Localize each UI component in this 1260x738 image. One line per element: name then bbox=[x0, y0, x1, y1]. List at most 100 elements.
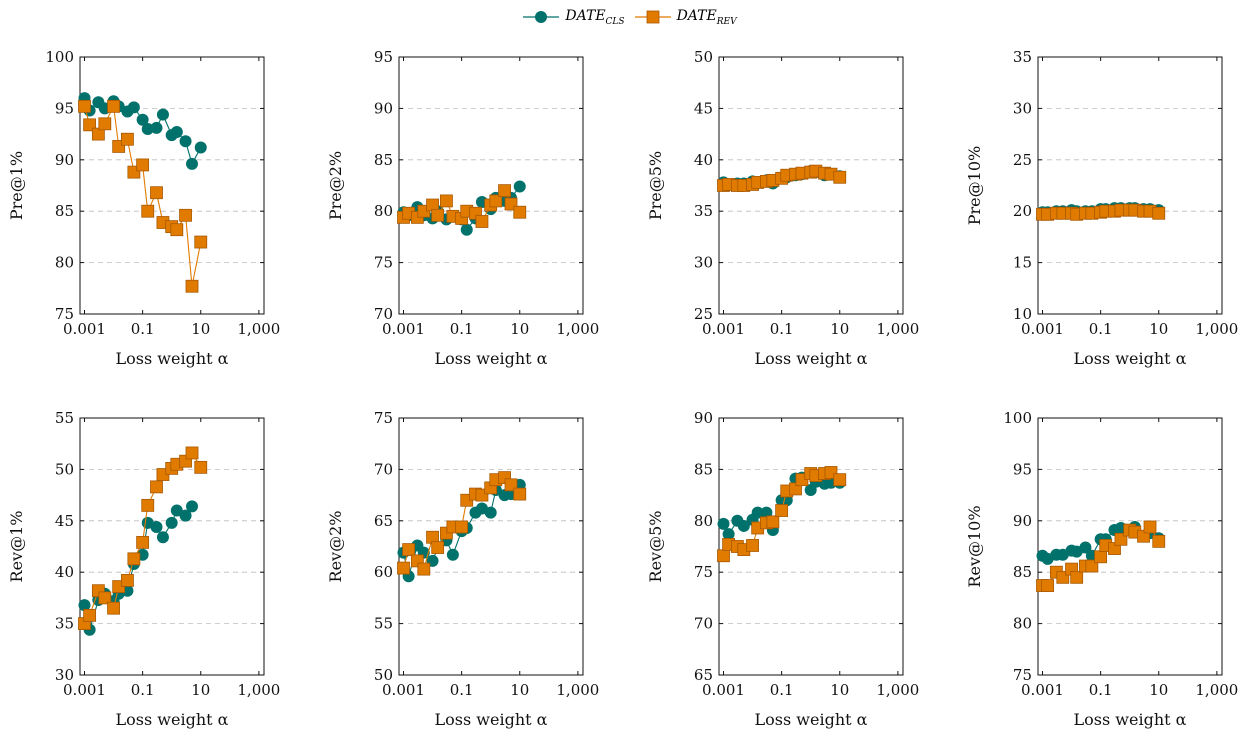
point-cls-7-5 bbox=[751, 506, 764, 519]
legend-label-cls-base: DATE bbox=[565, 7, 606, 24]
ytick-label-5-0: 30 bbox=[55, 666, 74, 684]
point-rev-1-3 bbox=[98, 117, 112, 131]
point-cls-7-0 bbox=[717, 517, 730, 530]
ytick-label-4-2: 20 bbox=[1013, 202, 1032, 220]
point-rev-1-6 bbox=[121, 132, 134, 146]
point-cls-6-12 bbox=[484, 506, 497, 519]
ytick-label-7-2: 75 bbox=[694, 563, 713, 581]
point-rev-5-6 bbox=[121, 574, 134, 587]
ytick-label-5-2: 40 bbox=[55, 563, 74, 581]
point-rev-2-16 bbox=[513, 205, 527, 219]
y-axis-label-1: Pre@1% bbox=[7, 151, 26, 220]
ytick-label-4-4: 30 bbox=[1013, 99, 1032, 117]
xtick-label-8-1: 0.1 bbox=[1089, 681, 1113, 699]
point-cls-1-16 bbox=[194, 141, 207, 154]
legend-item-cls: DATECLS bbox=[523, 8, 625, 27]
point-rev-6-1 bbox=[402, 543, 416, 556]
point-cls-5-10 bbox=[150, 520, 163, 533]
ytick-label-2-3: 85 bbox=[374, 151, 393, 169]
xtick-label-2-1: 0.1 bbox=[450, 320, 474, 338]
point-rev-6-8 bbox=[455, 520, 469, 534]
ytick-label-8-5: 100 bbox=[1003, 409, 1032, 427]
xtick-label-4-3: 1,000 bbox=[1195, 320, 1238, 338]
point-cls-2-16 bbox=[513, 180, 526, 193]
point-rev-5-9 bbox=[141, 498, 155, 512]
chart-3: 25 30 35 40 45 50 0.001 0.1 10 1,000 Loss weight α… bbox=[646, 48, 919, 368]
x-axis-label-6: Loss weight α bbox=[435, 710, 548, 729]
ytick-label-3-2: 35 bbox=[694, 202, 713, 220]
point-rev-2-14 bbox=[498, 184, 511, 198]
xtick-label-2-0: 0.001 bbox=[382, 320, 425, 338]
ytick-label-7-3: 80 bbox=[694, 512, 713, 530]
ytick-label-7-1: 70 bbox=[694, 615, 713, 633]
xtick-label-2-2: 10 bbox=[510, 320, 529, 338]
point-rev-1-4 bbox=[107, 99, 120, 113]
x-axis-label-5: Loss weight α bbox=[116, 710, 229, 729]
point-cls-1-9 bbox=[141, 122, 154, 135]
ytick-label-8-0: 75 bbox=[1013, 666, 1032, 684]
xtick-label-7-1: 0.1 bbox=[770, 681, 794, 699]
legend-label-rev: DATEREV bbox=[677, 8, 737, 27]
point-rev-5-1 bbox=[83, 608, 97, 622]
point-cls-1-7 bbox=[127, 101, 140, 114]
y-axis-label-3: Pre@5% bbox=[646, 151, 665, 220]
xtick-label-4-0: 0.001 bbox=[1021, 320, 1064, 338]
point-rev-5-8 bbox=[136, 535, 150, 549]
ytick-label-3-4: 45 bbox=[694, 99, 713, 117]
x-axis-label-4: Loss weight α bbox=[1074, 349, 1187, 368]
ytick-label-3-0: 25 bbox=[694, 305, 713, 323]
x-axis-label-2: Loss weight α bbox=[435, 349, 548, 368]
point-rev-6-16 bbox=[513, 487, 527, 501]
point-rev-1-2 bbox=[91, 127, 105, 141]
ytick-label-2-0: 70 bbox=[374, 305, 393, 323]
xtick-label-6-2: 10 bbox=[510, 681, 529, 699]
xtick-label-6-0: 0.001 bbox=[382, 681, 425, 699]
legend-label-cls: DATECLS bbox=[565, 8, 624, 27]
legend-marker-cls bbox=[535, 10, 548, 23]
ytick-label-8-4: 95 bbox=[1013, 460, 1032, 478]
xtick-label-3-1: 0.1 bbox=[770, 320, 794, 338]
y-axis-label-8: Rev@10% bbox=[965, 505, 984, 587]
point-cls-5-14 bbox=[179, 509, 192, 522]
ytick-label-1-2: 85 bbox=[55, 202, 74, 220]
point-rev-1-16 bbox=[194, 235, 208, 249]
point-rev-5-15 bbox=[185, 446, 199, 460]
ytick-label-2-1: 75 bbox=[374, 254, 393, 272]
y-axis-label-4: Pre@10% bbox=[965, 146, 984, 225]
ytick-label-2-5: 95 bbox=[374, 48, 393, 66]
ytick-label-6-5: 75 bbox=[374, 409, 393, 427]
point-rev-1-15 bbox=[185, 279, 199, 293]
point-cls-7-1 bbox=[722, 528, 735, 541]
point-rev-1-14 bbox=[179, 208, 192, 222]
ytick-label-1-3: 90 bbox=[55, 151, 74, 169]
ytick-label-6-4: 70 bbox=[374, 460, 393, 478]
point-cls-7-3 bbox=[737, 519, 750, 532]
ytick-label-4-1: 15 bbox=[1013, 254, 1032, 272]
point-cls-5-13 bbox=[170, 504, 183, 517]
point-rev-1-8 bbox=[136, 158, 150, 172]
y-axis-label-5: Rev@1% bbox=[7, 511, 26, 583]
plot-frame-6 bbox=[398, 417, 584, 676]
legend-item-rev: DATEREV bbox=[634, 8, 737, 27]
x-axis-label-3: Loss weight α bbox=[755, 349, 868, 368]
ytick-label-2-4: 90 bbox=[374, 99, 393, 117]
xtick-label-1-3: 1,000 bbox=[237, 320, 280, 338]
ytick-label-3-5: 50 bbox=[694, 48, 713, 66]
ytick-label-4-0: 10 bbox=[1013, 305, 1032, 323]
legend-marker-rev bbox=[646, 10, 659, 24]
point-cls-8-6 bbox=[1079, 541, 1092, 554]
point-cls-1-13 bbox=[170, 126, 183, 139]
ytick-label-6-3: 65 bbox=[374, 512, 393, 530]
point-cls-1-14 bbox=[179, 135, 192, 148]
point-rev-5-4 bbox=[107, 601, 120, 615]
xtick-label-3-0: 0.001 bbox=[702, 320, 745, 338]
point-cls-1-8 bbox=[136, 113, 149, 126]
ytick-label-8-3: 90 bbox=[1013, 512, 1032, 530]
point-cls-1-15 bbox=[186, 157, 199, 170]
ytick-label-8-1: 80 bbox=[1013, 615, 1032, 633]
point-rev-8-5 bbox=[1070, 570, 1084, 584]
legend-swatch-cls bbox=[523, 10, 560, 23]
point-rev-5-7 bbox=[127, 552, 141, 566]
point-cls-2-9 bbox=[460, 223, 473, 236]
